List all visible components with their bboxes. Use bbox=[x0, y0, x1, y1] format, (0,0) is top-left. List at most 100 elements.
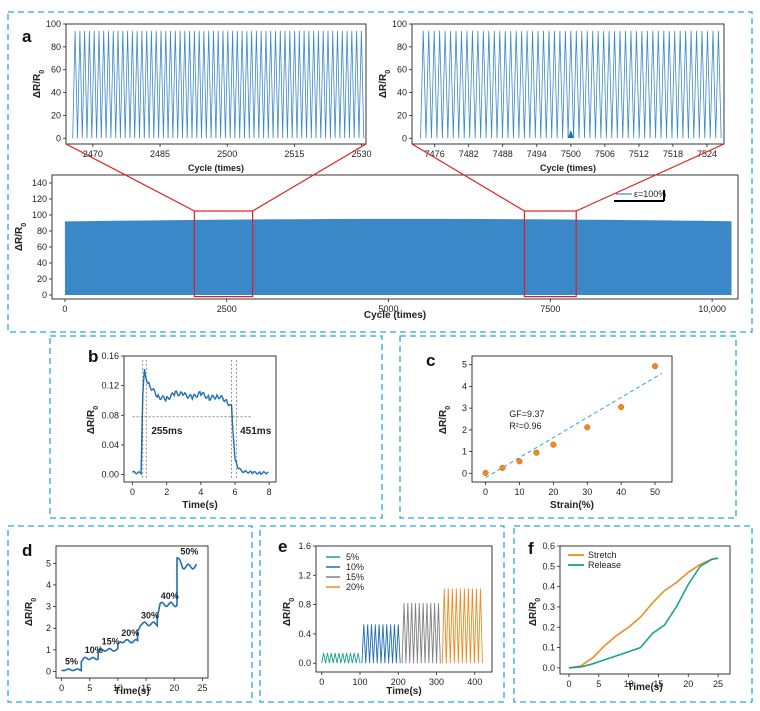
x-tick-label: 10,000 bbox=[698, 304, 726, 314]
y-axis-label: ΔR/R0 bbox=[528, 598, 542, 626]
axes-frame bbox=[65, 23, 367, 145]
x-tick-label: 20 bbox=[683, 679, 693, 689]
cycling-data-band bbox=[64, 218, 732, 295]
series-trace-1 bbox=[321, 652, 361, 664]
x-tick-label: 7518 bbox=[663, 149, 683, 159]
y-axis-label: ΔR/R0 bbox=[282, 598, 296, 626]
panel-d-plot: 0 5 10 15 20 25 0 1 2 3 4 5 5% 10%15%20%30%40% 50% Time… bbox=[24, 545, 209, 697]
x-tick-label: 7524 bbox=[697, 149, 717, 159]
fit-line bbox=[485, 372, 663, 479]
series-trace-2 bbox=[361, 624, 401, 664]
y-tick-label: 0.3 bbox=[542, 602, 555, 612]
x-tick-label: 400 bbox=[467, 677, 482, 687]
y-tick-label: 80 bbox=[397, 42, 407, 52]
x-tick-label: 2470 bbox=[83, 149, 103, 159]
y-tick-label: 0.4 bbox=[542, 582, 555, 592]
x-tick-label: 100 bbox=[352, 677, 367, 687]
legend-label-2: Release bbox=[588, 560, 621, 570]
x-tick-label: 0 bbox=[566, 679, 571, 689]
y-tick-label: 3 bbox=[46, 602, 51, 612]
y-tick-label: 100 bbox=[32, 210, 47, 220]
panel-a-main-plot: 0 2500 5000 7500 10,000 0 20 40 60 80 100 120 140 ε=1… bbox=[14, 174, 739, 321]
zoom-connector-4 bbox=[575, 143, 725, 212]
x-tick-label: 2 bbox=[164, 487, 169, 497]
x-tick-label: 15 bbox=[653, 679, 663, 689]
y-axis-label: ΔR/R0 bbox=[438, 406, 452, 434]
x-tick-label: 2500 bbox=[217, 149, 237, 159]
axes-frame bbox=[471, 355, 673, 483]
x-tick-label: 40 bbox=[616, 487, 626, 497]
y-tick-label: 0.2 bbox=[542, 622, 555, 632]
panel-c-plot: 0 10 20 30 40 50 0 1 2 3 4 5 GF=9.37 R²=0.96 Strain(%)… bbox=[438, 355, 673, 511]
x-tick-label: 7494 bbox=[527, 149, 547, 159]
panel-b-frame bbox=[49, 335, 383, 519]
response-trace bbox=[132, 368, 269, 476]
data-point-3 bbox=[516, 458, 523, 465]
y-tick-label: 80 bbox=[37, 226, 47, 236]
data-point-1 bbox=[482, 469, 489, 476]
y-tick-label: 0 bbox=[46, 667, 51, 677]
legend-label-1: Stretch bbox=[588, 550, 617, 560]
panel-label-c: c bbox=[426, 351, 435, 370]
zoom-region-2 bbox=[523, 210, 577, 298]
data-point-4 bbox=[533, 449, 540, 456]
x-tick-label: 10 bbox=[113, 683, 123, 693]
y-tick-label: 2 bbox=[46, 623, 51, 633]
y-tick-label: 1.2 bbox=[298, 570, 311, 580]
x-axis-label: Time(s) bbox=[386, 686, 421, 697]
step-label-5: 30% bbox=[141, 610, 159, 620]
y-tick-label: 1 bbox=[462, 447, 467, 457]
y-tick-label: 0.1 bbox=[542, 643, 555, 653]
x-tick-label: 2530 bbox=[352, 149, 372, 159]
step-label-7: 50% bbox=[180, 547, 198, 557]
y-tick-label: 20 bbox=[37, 274, 47, 284]
x-tick-label: 7476 bbox=[425, 149, 445, 159]
x-tick-label: 30 bbox=[582, 487, 592, 497]
response-time-label-1: 255ms bbox=[151, 426, 183, 437]
step-label-4: 20% bbox=[121, 628, 139, 638]
x-tick-label: 0 bbox=[319, 677, 324, 687]
y-tick-label: 20 bbox=[397, 110, 407, 120]
panel-label-b: b bbox=[88, 347, 98, 366]
y-tick-label: 0 bbox=[402, 133, 407, 143]
step-label-3: 15% bbox=[102, 636, 120, 646]
x-tick-label: 7512 bbox=[629, 149, 649, 159]
y-tick-label: 0.6 bbox=[542, 541, 555, 551]
y-tick-label: 100 bbox=[392, 19, 407, 29]
axes-frame bbox=[315, 545, 493, 673]
x-tick-label: 0 bbox=[483, 487, 488, 497]
x-tick-label: 2515 bbox=[284, 149, 304, 159]
series-trace-4 bbox=[441, 588, 483, 664]
x-tick-label: 20 bbox=[169, 683, 179, 693]
y-tick-label: 4 bbox=[462, 381, 467, 391]
panel-d-frame bbox=[7, 525, 253, 703]
y-tick-label: 60 bbox=[397, 65, 407, 75]
inset-y-label: ΔR/R0 bbox=[378, 70, 392, 98]
r2-label: R²=0.96 bbox=[509, 421, 541, 431]
x-axis-label: Strain(%) bbox=[550, 500, 594, 511]
y-tick-label: 120 bbox=[32, 194, 47, 204]
axes-frame bbox=[55, 545, 209, 679]
y-tick-label: 2 bbox=[462, 425, 467, 435]
x-axis-label: Time(s) bbox=[114, 686, 149, 697]
y-tick-label: 0.5 bbox=[542, 561, 555, 571]
axes-frame bbox=[559, 545, 731, 675]
y-tick-label: 0.16 bbox=[101, 351, 119, 361]
y-tick-label: 40 bbox=[37, 258, 47, 268]
x-tick-label: 50 bbox=[650, 487, 660, 497]
y-tick-label: 0.0 bbox=[542, 663, 555, 673]
x-tick-label: 5 bbox=[596, 679, 601, 689]
x-tick-label: 10 bbox=[624, 679, 634, 689]
step-label-2: 10% bbox=[85, 645, 103, 655]
oscillation-trace bbox=[420, 30, 722, 139]
panel-e-frame bbox=[259, 525, 505, 703]
y-axis-label: ΔR/R0 bbox=[14, 223, 28, 251]
legend-label: ε=100% bbox=[634, 189, 666, 199]
inset-x-label: Cycle (times) bbox=[540, 163, 596, 173]
x-tick-label: 15 bbox=[141, 683, 151, 693]
y-tick-label: 0.00 bbox=[101, 470, 119, 480]
x-axis-label: Cycle (times) bbox=[364, 310, 426, 321]
x-tick-label: 8 bbox=[267, 487, 272, 497]
data-point-2 bbox=[499, 464, 506, 471]
